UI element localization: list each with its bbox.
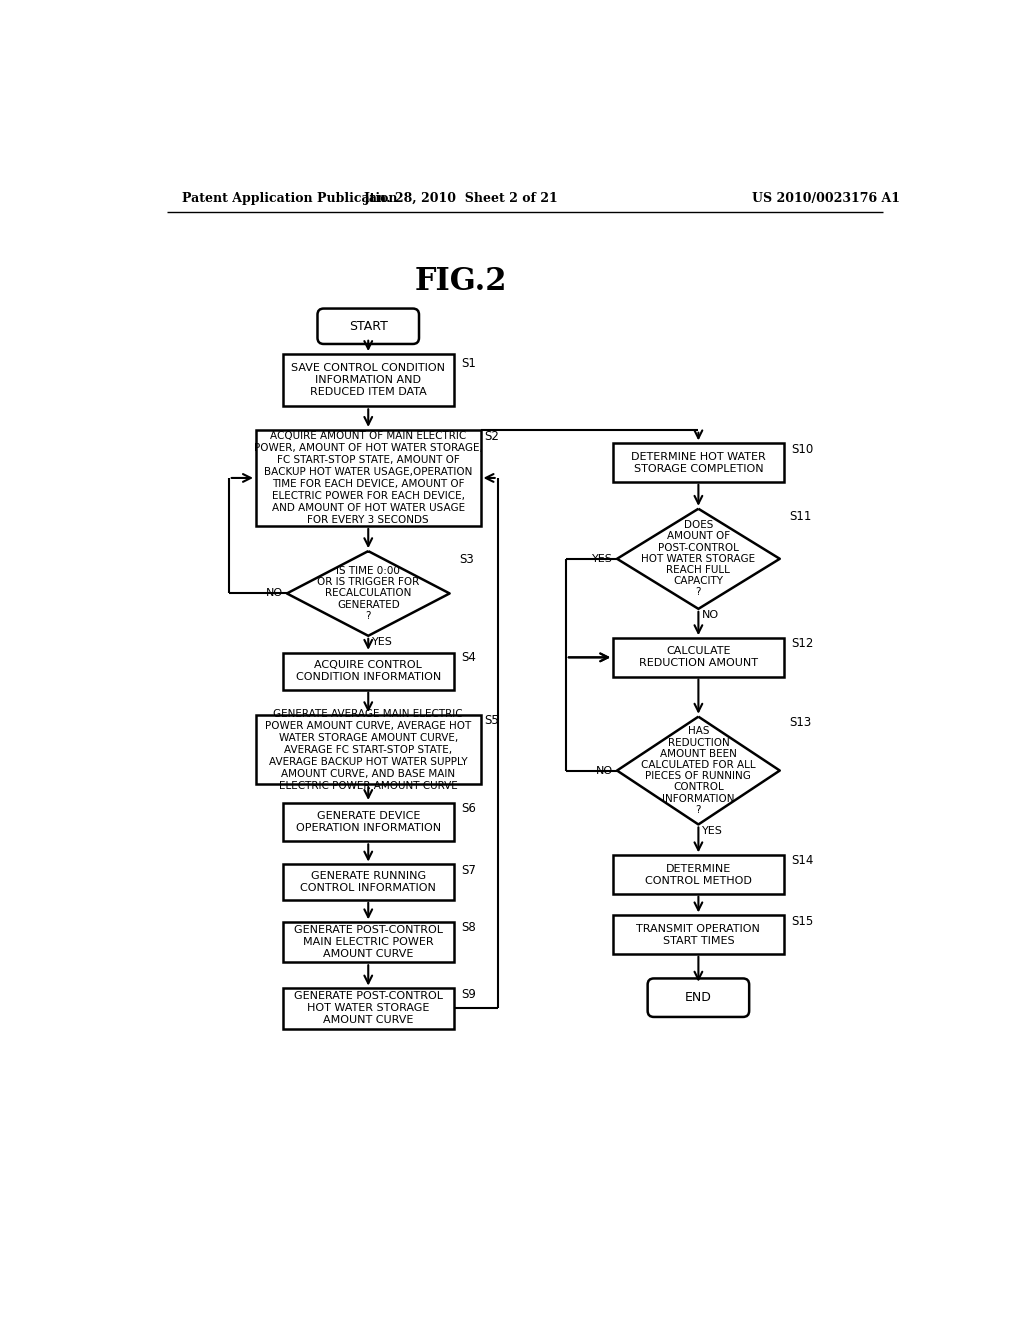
Polygon shape <box>617 508 779 609</box>
Text: IS TIME 0:00
OR IS TRIGGER FOR
RECALCULATION
GENERATED
?: IS TIME 0:00 OR IS TRIGGER FOR RECALCULA… <box>317 566 420 620</box>
FancyBboxPatch shape <box>647 978 750 1016</box>
Text: YES: YES <box>702 826 723 836</box>
Text: DOES
AMOUNT OF
POST-CONTROL
HOT WATER STORAGE
REACH FULL
CAPACITY
?: DOES AMOUNT OF POST-CONTROL HOT WATER ST… <box>641 520 756 598</box>
Text: NO: NO <box>596 766 613 776</box>
Text: GENERATE POST-CONTROL
MAIN ELECTRIC POWER
AMOUNT CURVE: GENERATE POST-CONTROL MAIN ELECTRIC POWE… <box>294 925 442 960</box>
Text: S14: S14 <box>792 854 814 867</box>
FancyBboxPatch shape <box>256 430 480 527</box>
Text: TRANSMIT OPERATION
START TIMES: TRANSMIT OPERATION START TIMES <box>637 924 761 945</box>
Text: S1: S1 <box>461 358 476 370</box>
Text: S10: S10 <box>792 442 814 455</box>
Text: S12: S12 <box>792 638 814 651</box>
FancyBboxPatch shape <box>283 653 454 689</box>
FancyBboxPatch shape <box>283 923 454 962</box>
FancyBboxPatch shape <box>613 915 783 954</box>
FancyBboxPatch shape <box>283 354 454 407</box>
Text: S4: S4 <box>461 651 476 664</box>
Text: S5: S5 <box>484 714 500 727</box>
Text: GENERATE DEVICE
OPERATION INFORMATION: GENERATE DEVICE OPERATION INFORMATION <box>296 810 440 833</box>
Text: S2: S2 <box>484 430 500 444</box>
FancyBboxPatch shape <box>613 855 783 894</box>
Text: S11: S11 <box>790 510 811 523</box>
Text: S8: S8 <box>461 921 476 935</box>
FancyBboxPatch shape <box>613 444 783 482</box>
Text: HAS
REDUCTION
AMOUNT BEEN
CALCULATED FOR ALL
PIECES OF RUNNING
CONTROL
INFORMATI: HAS REDUCTION AMOUNT BEEN CALCULATED FOR… <box>641 726 756 814</box>
FancyBboxPatch shape <box>283 803 454 841</box>
Text: GENERATE RUNNING
CONTROL INFORMATION: GENERATE RUNNING CONTROL INFORMATION <box>300 871 436 894</box>
Text: Patent Application Publication: Patent Application Publication <box>182 191 397 205</box>
Text: SAVE CONTROL CONDITION
INFORMATION AND
REDUCED ITEM DATA: SAVE CONTROL CONDITION INFORMATION AND R… <box>291 363 445 397</box>
FancyBboxPatch shape <box>256 715 480 784</box>
Text: S7: S7 <box>461 863 476 876</box>
Text: GENERATE AVERAGE MAIN ELECTRIC
POWER AMOUNT CURVE, AVERAGE HOT
WATER STORAGE AMO: GENERATE AVERAGE MAIN ELECTRIC POWER AMO… <box>265 709 471 791</box>
Text: NO: NO <box>266 589 283 598</box>
Text: END: END <box>685 991 712 1005</box>
FancyBboxPatch shape <box>317 309 419 345</box>
Text: ACQUIRE CONTROL
CONDITION INFORMATION: ACQUIRE CONTROL CONDITION INFORMATION <box>296 660 441 682</box>
Text: YES: YES <box>592 554 613 564</box>
Polygon shape <box>287 552 450 636</box>
Text: DETERMINE
CONTROL METHOD: DETERMINE CONTROL METHOD <box>645 863 752 886</box>
Text: GENERATE POST-CONTROL
HOT WATER STORAGE
AMOUNT CURVE: GENERATE POST-CONTROL HOT WATER STORAGE … <box>294 991 442 1026</box>
Text: DETERMINE HOT WATER
STORAGE COMPLETION: DETERMINE HOT WATER STORAGE COMPLETION <box>631 451 766 474</box>
Text: CALCULATE
REDUCTION AMOUNT: CALCULATE REDUCTION AMOUNT <box>639 647 758 668</box>
Text: S3: S3 <box>459 553 474 566</box>
Text: US 2010/0023176 A1: US 2010/0023176 A1 <box>752 191 899 205</box>
Text: FIG.2: FIG.2 <box>415 267 508 297</box>
FancyBboxPatch shape <box>283 865 454 900</box>
Text: ACQUIRE AMOUNT OF MAIN ELECTRIC
POWER, AMOUNT OF HOT WATER STORAGE,
FC START-STO: ACQUIRE AMOUNT OF MAIN ELECTRIC POWER, A… <box>254 430 482 525</box>
Polygon shape <box>617 717 779 825</box>
Text: NO: NO <box>702 610 720 620</box>
FancyBboxPatch shape <box>613 638 783 677</box>
Text: YES: YES <box>372 638 393 647</box>
Text: S9: S9 <box>461 987 476 1001</box>
Text: S6: S6 <box>461 803 476 816</box>
Text: S15: S15 <box>792 915 814 928</box>
FancyBboxPatch shape <box>283 989 454 1028</box>
Text: Jan. 28, 2010  Sheet 2 of 21: Jan. 28, 2010 Sheet 2 of 21 <box>364 191 559 205</box>
Text: S13: S13 <box>790 715 811 729</box>
Text: START: START <box>349 319 388 333</box>
